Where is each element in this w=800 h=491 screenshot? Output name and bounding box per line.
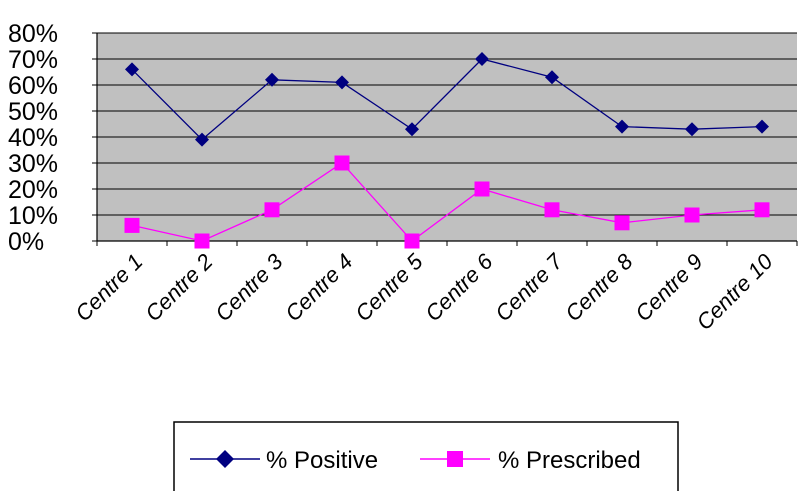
data-point xyxy=(335,75,349,90)
data-point xyxy=(125,62,139,77)
x-tick-label: Centre 6 xyxy=(420,248,498,326)
series-layer xyxy=(124,52,770,249)
y-tick-label: 80% xyxy=(8,20,58,48)
series-line-1 xyxy=(131,162,763,242)
legend: % Positive % Prescribed xyxy=(173,421,679,491)
legend-label-positive: % Positive xyxy=(266,447,378,474)
y-tick-label: 20% xyxy=(8,176,58,204)
data-point xyxy=(124,217,140,233)
data-point xyxy=(684,207,700,223)
x-tick-label: Centre 8 xyxy=(560,248,638,326)
data-point xyxy=(755,119,769,134)
legend-label-prescribed: % Prescribed xyxy=(498,447,641,474)
data-point xyxy=(195,132,209,147)
y-tick-label: 60% xyxy=(8,72,58,100)
data-point xyxy=(614,215,630,231)
data-point xyxy=(404,233,420,249)
series-line-0 xyxy=(131,58,763,141)
data-point xyxy=(264,202,280,218)
x-tick-label: Centre 5 xyxy=(350,248,428,326)
data-point xyxy=(615,119,629,134)
y-tick-label: 40% xyxy=(8,124,58,152)
y-tick-label: 50% xyxy=(8,98,58,126)
data-point xyxy=(544,202,560,218)
x-tick-label: Centre 3 xyxy=(210,248,288,326)
y-tick-label: 0% xyxy=(8,228,44,256)
data-point xyxy=(474,181,490,197)
data-point xyxy=(754,202,770,218)
data-point xyxy=(334,155,350,171)
legend-marker-positive xyxy=(216,450,234,468)
data-point xyxy=(545,70,559,85)
legend-box xyxy=(173,421,679,491)
data-point xyxy=(194,233,210,249)
x-tick-label: Centre 7 xyxy=(490,248,568,326)
data-point xyxy=(685,122,699,137)
legend-marker-prescribed xyxy=(447,451,463,467)
y-axis-ticks: 0%10%20%30%40%50%60%70%80% xyxy=(8,20,97,256)
data-point xyxy=(475,52,489,66)
x-tick-label: Centre 10 xyxy=(692,248,779,335)
x-tick-label: Centre 1 xyxy=(70,249,147,326)
x-tick-label: Centre 2 xyxy=(140,249,217,326)
data-point xyxy=(405,122,419,137)
y-tick-label: 30% xyxy=(8,150,58,178)
y-tick-label: 10% xyxy=(8,202,58,230)
x-tick-label: Centre 4 xyxy=(280,249,357,326)
y-tick-label: 70% xyxy=(8,46,58,74)
data-point xyxy=(265,72,279,87)
